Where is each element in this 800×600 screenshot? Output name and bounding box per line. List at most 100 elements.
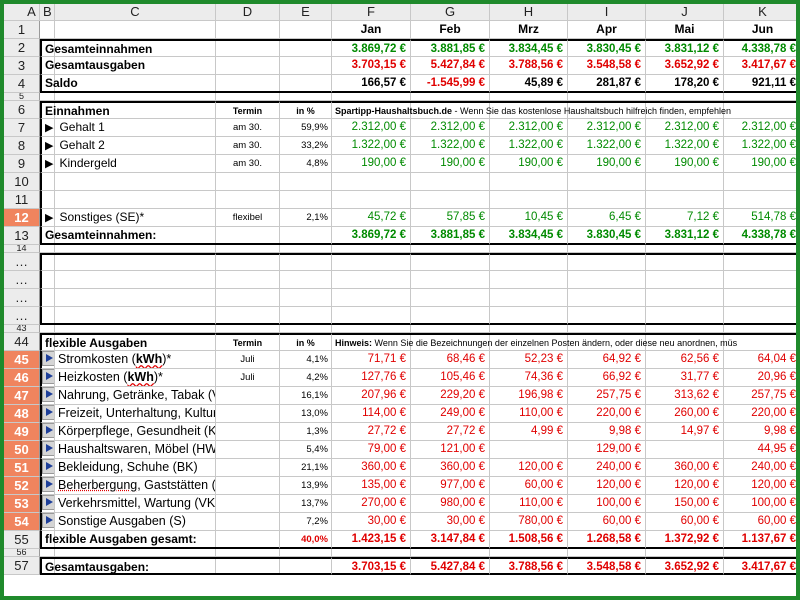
blue-arrow-button-icon[interactable] (42, 351, 54, 367)
summary-saldo-value[interactable]: 178,20 € (646, 75, 724, 93)
expense-termin[interactable] (216, 405, 280, 423)
expense-pct[interactable]: 13,0% (280, 405, 332, 423)
blue-arrow-button-icon[interactable] (42, 513, 54, 529)
income-kindergeld-label-cell[interactable]: ▶ Kindergeld (40, 155, 216, 173)
expense-value[interactable]: 30,00 € (411, 513, 490, 531)
expense-row-button-cell[interactable] (40, 459, 55, 477)
grid-cell[interactable] (40, 245, 55, 253)
play-triangle-icon[interactable]: ▶ (45, 212, 54, 224)
grid-cell[interactable] (490, 271, 568, 289)
expense-row-button-cell[interactable] (40, 513, 55, 531)
flex-total-value[interactable]: 1.508,56 € (490, 531, 568, 549)
income-sonstiges-value[interactable]: 45,72 € (332, 209, 411, 227)
grand-total-value[interactable]: 3.548,58 € (568, 557, 646, 575)
expense-row-button-cell[interactable] (40, 495, 55, 513)
grid-cell[interactable] (332, 271, 411, 289)
income-kindergeld-value[interactable]: 190,00 € (411, 155, 490, 173)
expense-termin[interactable] (216, 495, 280, 513)
grid-cell[interactable] (280, 325, 332, 333)
column-header-i[interactable]: I (568, 4, 646, 21)
expense-termin[interactable]: Juli (216, 369, 280, 387)
expense-value[interactable]: 52,23 € (490, 351, 568, 369)
expense-row-button-cell[interactable] (40, 387, 55, 405)
summary-expense-label[interactable]: Gesamtausgaben (40, 57, 332, 75)
income-total-value[interactable]: 4.338,78 € (724, 227, 796, 245)
expense-value[interactable]: 30,00 € (332, 513, 411, 531)
grid-cell[interactable] (568, 549, 646, 557)
grid-cell[interactable] (490, 307, 568, 325)
expense-value[interactable]: 360,00 € (332, 459, 411, 477)
expense-value[interactable]: 220,00 € (568, 405, 646, 423)
row-header-r49[interactable]: 49 (4, 423, 40, 441)
flex-termin-header[interactable]: Termin (216, 333, 280, 351)
expense-value[interactable]: 20,96 € (724, 369, 796, 387)
row-header-d1[interactable]: … (4, 253, 40, 271)
expense-pct[interactable]: 5,4% (280, 441, 332, 459)
grid-cell[interactable] (568, 289, 646, 307)
column-header-a[interactable]: A (24, 4, 40, 21)
grid-cell[interactable] (490, 245, 568, 253)
summary-income-value[interactable]: 3.830,45 € (568, 39, 646, 57)
grid-cell[interactable] (490, 325, 568, 333)
grid-cell[interactable] (490, 253, 568, 271)
grid-cell[interactable] (332, 549, 411, 557)
expense-row-button-cell[interactable] (40, 423, 55, 441)
flex-total-value[interactable]: 1.372,92 € (646, 531, 724, 549)
income-sonstiges-value[interactable]: 514,78 € (724, 209, 796, 227)
spreadsheet[interactable]: B C D E F G H I J K A 1 2 3 4 5 6 7 8 9 10 11 12 13 14………… 43 44 45… (4, 4, 796, 596)
grid-cell[interactable] (280, 289, 332, 307)
grid-cell[interactable] (40, 21, 55, 39)
grid-cell[interactable] (568, 245, 646, 253)
summary-expense-value[interactable]: 3.788,56 € (490, 57, 568, 75)
expense-value[interactable]: 114,00 € (332, 405, 411, 423)
empty-income-row[interactable] (40, 173, 216, 191)
summary-saldo-value[interactable]: 166,57 € (332, 75, 411, 93)
expense-value[interactable]: 360,00 € (646, 459, 724, 477)
row-header-r44[interactable]: 44 (4, 333, 40, 351)
row-header-r47[interactable]: 47 (4, 387, 40, 405)
expense-row-button-cell[interactable] (40, 351, 55, 369)
expense-value[interactable] (646, 441, 724, 459)
grid-cell[interactable] (332, 245, 411, 253)
expense-label-cell[interactable]: Sonstige Ausgaben (S) (55, 513, 216, 531)
row-header-r8[interactable]: 8 (4, 137, 40, 155)
expense-label-cell[interactable]: Beherbergung, Gaststätten (BG) (55, 477, 216, 495)
expense-value[interactable]: 135,00 € (332, 477, 411, 495)
expense-value[interactable]: 120,00 € (568, 477, 646, 495)
grid-cell[interactable] (490, 173, 568, 191)
expense-value[interactable]: 27,72 € (411, 423, 490, 441)
row-header-r51[interactable]: 51 (4, 459, 40, 477)
expense-label-cell[interactable]: Bekleidung, Schuhe (BK) (55, 459, 216, 477)
expense-pct[interactable]: 13,9% (280, 477, 332, 495)
expense-value[interactable]: 100,00 € (568, 495, 646, 513)
income-kindergeld-value[interactable]: 190,00 € (724, 155, 796, 173)
expense-value[interactable]: 64,04 € (724, 351, 796, 369)
income-gehalt1-value[interactable]: 2.312,00 € (568, 119, 646, 137)
expense-value[interactable]: 270,00 € (332, 495, 411, 513)
expense-value[interactable]: 120,00 € (646, 477, 724, 495)
income-gehalt2-value[interactable]: 1.322,00 € (411, 137, 490, 155)
expense-termin[interactable] (216, 513, 280, 531)
income-gehalt1-value[interactable]: 2.312,00 € (332, 119, 411, 137)
expense-termin[interactable] (216, 477, 280, 495)
row-header-r9[interactable]: 9 (4, 155, 40, 173)
expense-termin[interactable]: Juli (216, 351, 280, 369)
row-header-r55[interactable]: 55 (4, 531, 40, 549)
expense-value[interactable]: 66,92 € (568, 369, 646, 387)
flex-total-label[interactable]: flexible Ausgaben gesamt: (40, 531, 280, 549)
flex-total-value[interactable]: 3.147,84 € (411, 531, 490, 549)
summary-income-value[interactable]: 3.834,45 € (490, 39, 568, 57)
grid-cell[interactable] (646, 271, 724, 289)
expense-pct[interactable]: 7,2% (280, 513, 332, 531)
summary-income-value[interactable]: 3.831,12 € (646, 39, 724, 57)
grid-cell[interactable] (568, 307, 646, 325)
summary-expense-value[interactable]: 3.703,15 € (332, 57, 411, 75)
play-triangle-icon[interactable]: ▶ (45, 122, 54, 134)
row-header-d3[interactable]: … (4, 289, 40, 307)
grid-cell[interactable] (216, 549, 280, 557)
row-header-r56[interactable]: 56 (4, 549, 40, 557)
expense-value[interactable]: 100,00 € (724, 495, 796, 513)
income-gehalt2-value[interactable]: 1.322,00 € (568, 137, 646, 155)
expense-value[interactable]: 31,77 € (646, 369, 724, 387)
row-header-r43[interactable]: 43 (4, 325, 40, 333)
